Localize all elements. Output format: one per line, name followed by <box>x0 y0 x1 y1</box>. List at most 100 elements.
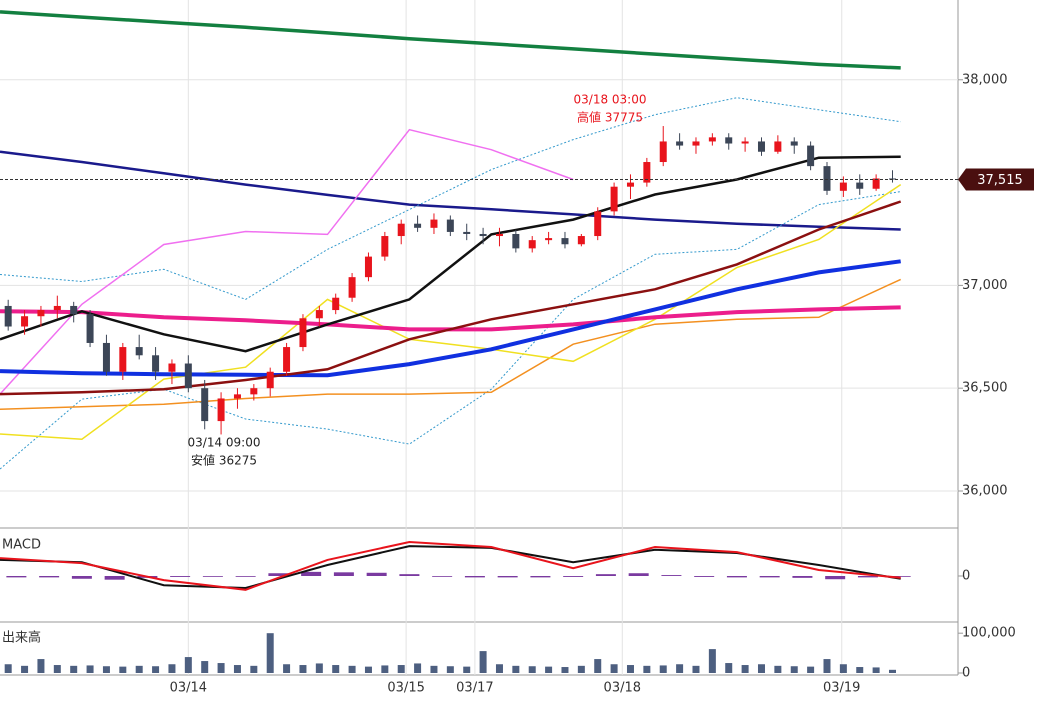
candle-body <box>266 371 274 389</box>
histogram-bar <box>432 576 453 577</box>
volume-bar <box>299 665 307 673</box>
volume-bar <box>774 665 782 673</box>
candle-body <box>757 141 765 152</box>
volume-bar <box>168 664 176 673</box>
x-tick-label: 03/18 <box>604 681 641 696</box>
histogram-bar <box>170 576 191 577</box>
histogram-bar <box>202 576 223 577</box>
histogram-bar <box>661 575 682 576</box>
volume-bar <box>119 666 127 673</box>
volume-bar <box>233 665 241 673</box>
volume-bar <box>21 665 29 673</box>
volume-bar <box>659 665 667 673</box>
volume-bar <box>135 665 143 673</box>
volume-bar <box>561 667 569 673</box>
volume-bar <box>70 665 78 673</box>
histogram-bar <box>39 576 60 578</box>
candle-body <box>217 398 225 422</box>
histogram-bar <box>366 572 387 576</box>
candle-body <box>610 186 618 212</box>
candle-body <box>4 305 12 327</box>
volume-bar <box>102 666 110 673</box>
candle-body <box>856 182 864 189</box>
candle-body <box>463 231 471 234</box>
candle-body <box>233 394 241 399</box>
x-tick-label: 03/17 <box>456 681 493 696</box>
candle-body <box>414 223 422 228</box>
candle-body <box>348 277 356 298</box>
histogram-bar <box>595 574 616 576</box>
candle-body <box>495 233 503 237</box>
y-tick-label: 100,000 <box>962 626 1016 641</box>
histogram-bar <box>71 576 92 579</box>
candle-body <box>102 342 110 372</box>
histogram-bar <box>268 573 289 576</box>
histogram-bar <box>497 576 518 578</box>
volume-bar <box>332 665 340 673</box>
y-tick-label: 0 <box>962 569 970 584</box>
histogram-bar <box>530 576 551 578</box>
volume-bar <box>397 665 405 673</box>
histogram-bar <box>694 576 715 577</box>
histogram-bar <box>792 576 813 578</box>
volume-bar <box>872 667 880 673</box>
volume-bar <box>381 665 389 673</box>
volume-bar <box>446 666 454 673</box>
volume-bar <box>512 665 520 673</box>
volume-bar <box>414 663 422 673</box>
candle-body <box>708 137 716 142</box>
last-price-label: 37,515 <box>977 173 1023 188</box>
candle-body <box>430 219 438 228</box>
volume-bar <box>577 665 585 673</box>
candle-body <box>168 363 176 372</box>
candle-body <box>397 223 405 237</box>
last-price-box <box>958 168 1034 191</box>
indicator-line <box>0 278 902 410</box>
volume-bar <box>790 666 798 673</box>
volume-bar <box>741 665 749 673</box>
candle-body <box>283 347 291 372</box>
candle-body <box>725 137 733 144</box>
candle-body <box>659 141 667 163</box>
candle-body <box>823 166 831 191</box>
annotation: 03/18 03:00 <box>574 93 647 107</box>
histogram-bar <box>857 576 878 578</box>
volume-bar <box>888 669 896 673</box>
candle-body <box>86 314 94 343</box>
candle-body <box>201 388 209 422</box>
candle-body <box>774 141 782 152</box>
annotation: 高値 37775 <box>577 110 643 125</box>
volume-bar <box>201 661 209 673</box>
volume-bar <box>807 666 815 673</box>
candle-body <box>184 363 192 389</box>
volume-bar <box>364 666 372 673</box>
volume-bar <box>610 664 618 673</box>
candle-body <box>512 233 520 249</box>
y-tick-label: 36,500 <box>962 381 1008 396</box>
annotation: 安値 36275 <box>191 453 257 468</box>
y-tick-label: 0 <box>962 666 970 681</box>
volume-bar <box>725 663 733 673</box>
candle-body <box>446 219 454 232</box>
candle-body <box>332 297 340 311</box>
volume-bar <box>676 664 684 673</box>
volume-bar <box>315 663 323 673</box>
volume-bar <box>37 659 45 673</box>
candle-body <box>70 305 78 315</box>
candle-body <box>479 233 487 237</box>
histogram-bar <box>628 573 649 576</box>
volume-bar <box>708 649 716 673</box>
candle-body <box>626 182 634 187</box>
candle-body <box>692 141 700 146</box>
histogram-bar <box>104 576 125 580</box>
volume-bar <box>250 665 258 673</box>
volume-bar <box>184 657 192 673</box>
indicator-line <box>0 150 901 231</box>
panel-title: MACD <box>2 538 41 553</box>
candle-body <box>643 162 651 183</box>
candle-body <box>135 347 143 356</box>
volume-bar <box>479 651 487 673</box>
